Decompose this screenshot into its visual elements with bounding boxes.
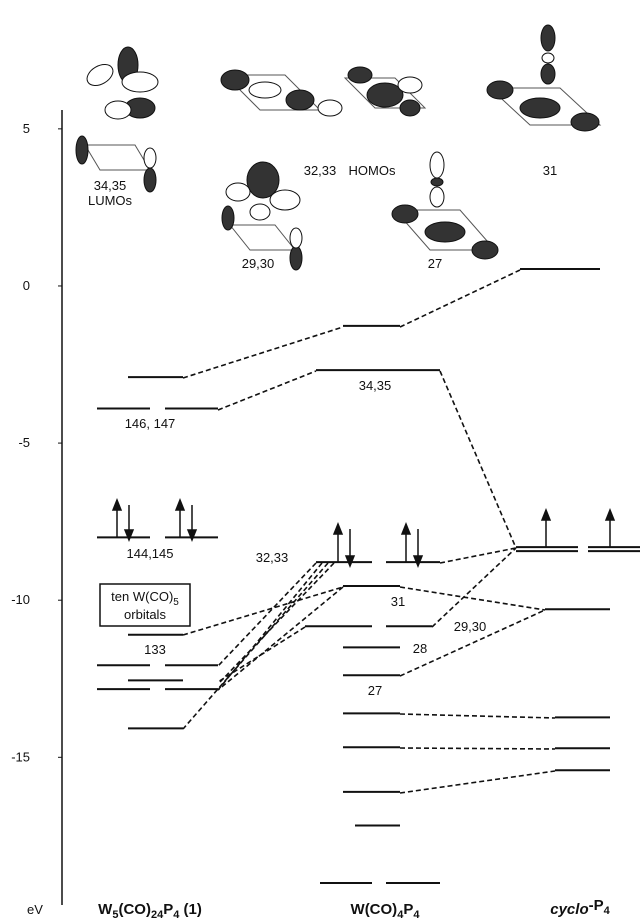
axis-unit: eV xyxy=(27,902,43,917)
column-label-part: cyclo xyxy=(550,901,588,918)
mo-diagram: ten W(CO)5 orbitals 34,35 LUMOs 32,33 HO… xyxy=(0,0,642,920)
orbital-27 xyxy=(392,152,498,259)
box-text: orbitals xyxy=(124,607,166,622)
annotation: 29,30 xyxy=(242,256,275,271)
level-label: 32,33 xyxy=(256,550,289,565)
level-label: 27 xyxy=(368,683,382,698)
column-label-part: 24 xyxy=(151,909,164,920)
orbital-31 xyxy=(487,25,600,131)
annotation: 31 xyxy=(543,163,557,178)
column-label: W5(CO)24P4 (1) xyxy=(98,901,202,920)
column-label-part: (CO) xyxy=(118,901,151,918)
y-tick-label: 5 xyxy=(23,121,30,136)
annotation: 27 xyxy=(428,256,442,271)
y-tick-label: -5 xyxy=(18,435,30,450)
level-label: 29,30 xyxy=(454,619,487,634)
column-label-part: W(CO) xyxy=(351,901,398,918)
y-tick-label: 0 xyxy=(23,278,30,293)
box-text: ten W(CO) xyxy=(111,589,173,604)
y-tick-label: -10 xyxy=(11,592,30,607)
annotation: 32,33 xyxy=(304,163,337,178)
level-label: 28 xyxy=(413,641,427,656)
annotation: 34,35 xyxy=(94,178,127,193)
column-label-part: 4 xyxy=(413,909,420,920)
orbital-29-30 xyxy=(222,162,302,270)
level-label: 146, 147 xyxy=(125,416,176,431)
box-text: 5 xyxy=(173,597,179,608)
orbital-32-33 xyxy=(221,67,425,116)
column-label: W(CO)4P4 xyxy=(351,901,421,920)
level-label: 144,145 xyxy=(127,546,174,561)
electron-arrows xyxy=(113,500,614,566)
column-label-part: -P xyxy=(589,897,604,914)
column-label-part: W xyxy=(98,901,113,918)
level-label: 31 xyxy=(391,594,405,609)
column-label-part: P xyxy=(163,901,173,918)
level-label: 34,35 xyxy=(359,378,392,393)
column-label-part: 4 xyxy=(604,905,611,917)
column-label: cyclo-P4 xyxy=(550,897,610,918)
y-tick-label: -15 xyxy=(11,749,30,764)
annotation: HOMOs xyxy=(349,163,396,178)
column-label-part: (1) xyxy=(179,901,202,918)
column-label-part: P xyxy=(403,901,413,918)
orbital-34-35 xyxy=(76,47,158,192)
correlation-lines xyxy=(183,270,555,793)
annotation: LUMOs xyxy=(88,193,133,208)
level-label: 133 xyxy=(144,642,166,657)
